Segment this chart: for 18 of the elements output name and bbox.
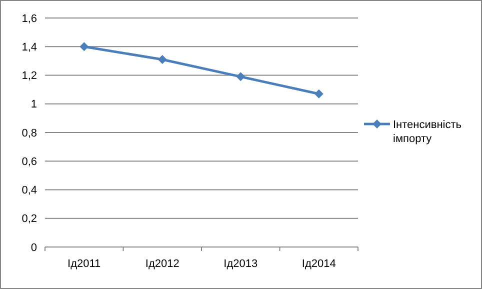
y-tick-label: 0,8	[22, 127, 37, 140]
y-tick-label: 1,2	[22, 70, 37, 82]
point	[314, 89, 324, 98]
x-tick-label: Ід2011	[68, 258, 101, 270]
y-tick-label: 0	[30, 242, 37, 254]
y-tick-label: 0,6	[22, 156, 37, 168]
y-tick-label: 1	[30, 98, 37, 111]
point	[80, 42, 89, 52]
x-tick-label: Ід2012	[145, 258, 180, 270]
y-tick-label: 1,4	[22, 41, 37, 54]
y-tick-label: 1,6	[22, 12, 37, 25]
x-tick-label: Ід2013	[224, 258, 258, 270]
x-tick-label: Ід2014	[302, 258, 336, 270]
y-tick-label: 0,2	[22, 213, 37, 226]
y-tick-label: 0,4	[22, 184, 37, 197]
point	[158, 55, 167, 64]
point	[236, 72, 246, 82]
legend-label: Інтенсивність імпорту	[393, 118, 462, 146]
